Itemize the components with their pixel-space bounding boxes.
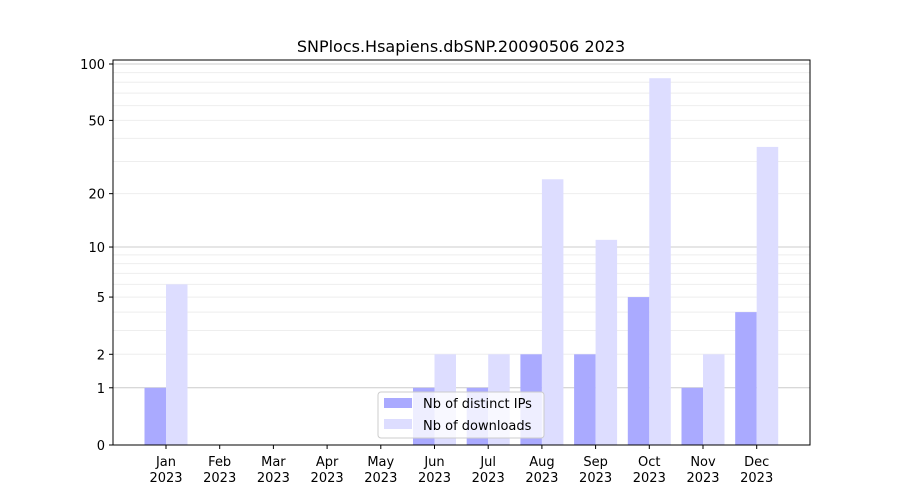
x-tick-label: 2023 xyxy=(149,471,182,486)
x-tick-label: May xyxy=(367,455,394,470)
x-tick-label: Apr xyxy=(316,455,339,470)
bar-distinct-ips xyxy=(735,312,757,445)
bar-downloads xyxy=(649,78,671,445)
bar-downloads xyxy=(595,239,618,445)
y-tick-label: 0 xyxy=(97,439,105,454)
bar-distinct-ips xyxy=(144,387,166,445)
bar-distinct-ips xyxy=(681,387,703,445)
chart-title: SNPlocs.Hsapiens.dbSNP.20090506 2023 xyxy=(297,37,625,56)
x-tick-label: 2023 xyxy=(525,471,558,486)
bar-downloads xyxy=(166,284,188,445)
y-tick-label: 2 xyxy=(97,348,105,363)
x-tick-label: Sep xyxy=(583,455,608,470)
legend-label-ips: Nb of distinct IPs xyxy=(423,397,532,412)
x-tick-label: 2023 xyxy=(311,471,344,486)
x-tick-label: Nov xyxy=(690,455,716,470)
x-tick-label: Jan xyxy=(155,455,176,470)
x-tick-label: Jul xyxy=(479,455,496,470)
x-tick-label: Feb xyxy=(208,455,231,470)
bar-distinct-ips xyxy=(574,354,596,445)
y-tick-label: 20 xyxy=(88,188,105,203)
x-tick-label: 2023 xyxy=(418,471,451,486)
legend-label-downloads: Nb of downloads xyxy=(423,419,532,434)
x-tick-label: Oct xyxy=(638,455,660,470)
x-tick-label: 2023 xyxy=(740,471,773,486)
x-tick-label: Mar xyxy=(261,455,286,470)
x-tick-label: 2023 xyxy=(257,471,290,486)
y-tick-label: 1 xyxy=(97,382,105,397)
legend: Nb of distinct IPs Nb of downloads xyxy=(377,391,545,439)
plot-frame xyxy=(112,59,811,446)
x-tick-label: 2023 xyxy=(686,471,719,486)
x-tick-label: 2023 xyxy=(364,471,397,486)
x-tick-label: 2023 xyxy=(633,471,666,486)
x-tick-label: 2023 xyxy=(579,471,612,486)
y-tick-label: 10 xyxy=(88,241,105,256)
x-tick-label: 2023 xyxy=(472,471,505,486)
bar-distinct-ips xyxy=(627,297,650,445)
y-tick-label: 50 xyxy=(88,114,105,129)
bar-downloads xyxy=(541,179,564,445)
x-tick-label: Dec xyxy=(744,455,769,470)
bar-downloads xyxy=(756,146,779,445)
x-tick-label: Aug xyxy=(529,455,554,470)
bar-downloads xyxy=(703,354,725,445)
x-tick-label: 2023 xyxy=(203,471,236,486)
legend-swatch-ips xyxy=(384,398,412,408)
x-tick-label: Jun xyxy=(423,455,444,470)
y-tick-label: 100 xyxy=(80,58,105,73)
legend-swatch-downloads xyxy=(384,419,412,429)
y-tick-label: 5 xyxy=(97,291,105,306)
